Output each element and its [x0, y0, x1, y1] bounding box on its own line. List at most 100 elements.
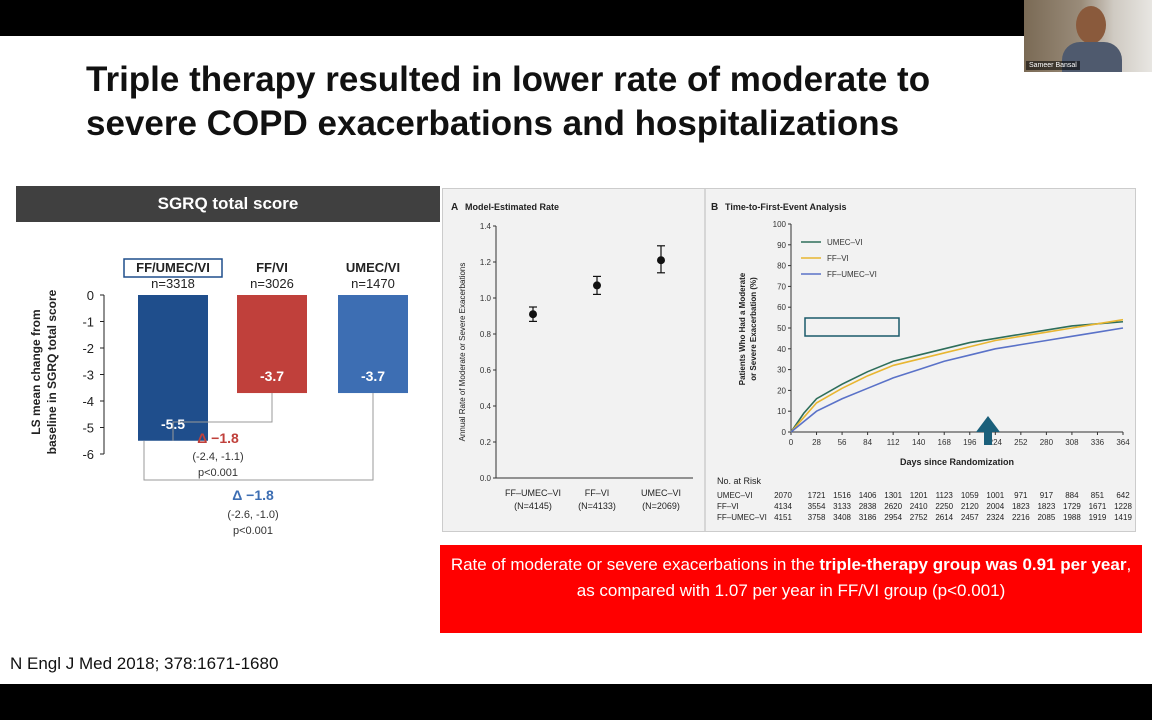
category-label: FF/VI [256, 260, 288, 275]
comparison-2-p: p<0.001 [233, 525, 273, 537]
panel-a-point-umecvi [657, 256, 665, 265]
panel-a-n-label: (N=4133) [578, 501, 616, 511]
risk-table-cell: 2838 [859, 502, 877, 511]
y-tick-label: -2 [82, 341, 94, 356]
participant-video[interactable]: Sameer Bansal [1024, 0, 1152, 72]
bottom-black-bar [0, 684, 1152, 720]
risk-table-cell: 2120 [961, 502, 979, 511]
risk-table-cell: 3554 [808, 502, 826, 511]
panel-b-legend-label: FF–UMEC–VI [827, 270, 877, 279]
comparison-bracket-2 [143, 393, 374, 481]
panel-b-legend-label: FF–VI [827, 254, 849, 263]
panel-b-label: B [711, 202, 718, 213]
panel-b-y-tick-label: 50 [777, 324, 786, 333]
panel-b-title: Time-to-First-Event Analysis [725, 202, 847, 212]
risk-table-cell: 1406 [859, 491, 877, 500]
risk-table-cell: 1301 [884, 491, 902, 500]
y-axis-label-line2: baseline in SGRQ total score [45, 289, 59, 454]
risk-table-header: No. at Risk [717, 476, 762, 486]
slide-title: Triple therapy resulted in lower rate of… [86, 60, 931, 143]
category-label: UMEC/VI [346, 260, 400, 275]
risk-table-cell: 2954 [884, 513, 902, 522]
risk-table-row-label: FF–VI [717, 502, 739, 511]
panel-a-y-tick-label: 1.2 [480, 258, 492, 267]
panel-b-x-tick-label: 224 [989, 438, 1003, 447]
bar-ffumecvi [138, 295, 208, 441]
highlight-box [123, 258, 223, 278]
panel-a-n-label: (N=2069) [642, 501, 680, 511]
risk-table-cell: 971 [1014, 491, 1028, 500]
panel-a-label: A [451, 202, 458, 213]
risk-table-cell: 1123 [936, 491, 954, 500]
risk-table-cell: 2752 [910, 513, 928, 522]
risk-table-cell: 2250 [935, 502, 953, 511]
panel-a-y-axis-label: Annual Rate of Moderate or Severe Exacer… [458, 263, 467, 442]
y-tick-label: -5 [82, 421, 94, 436]
panel-b-y-tick-label: 10 [777, 407, 786, 416]
sgrq-chart-plot: 0 -1 -2 -3 -4 -5 -6 LS mean change from baseline… [29, 258, 408, 537]
risk-table-cell: 884 [1065, 491, 1079, 500]
risk-table-cell: 1988 [1063, 513, 1081, 522]
panel-b-x-tick-label: 112 [887, 438, 900, 447]
panel-b-legend-label: UMEC–VI [827, 238, 863, 247]
exacerbation-figure-plot: A Model-Estimated Rate 0.0 0.2 0.4 0.6 0.8 1.0 1… [443, 189, 1135, 531]
panel-b-y-tick-label: 90 [777, 241, 786, 250]
comparison-2-delta: Δ −1.8 [232, 487, 274, 503]
risk-table-cell: 4134 [774, 502, 792, 511]
panel-b-series-line-umecvi [790, 320, 1124, 433]
risk-table-row-label: UMEC–VI [717, 491, 753, 500]
panel-b-y-tick-label: 30 [777, 366, 786, 375]
panel-a-y-tick-label: 0.6 [480, 366, 492, 375]
panel-a-title: Model-Estimated Rate [465, 202, 559, 212]
panel-b-x-tick-label: 140 [912, 438, 926, 447]
risk-table-cell: 1059 [961, 491, 979, 500]
n-label: n=3318 [151, 276, 195, 291]
citation: N Engl J Med 2018; 378:1671-1680 [10, 654, 279, 673]
panel-a-n-label: (N=4145) [514, 501, 552, 511]
sgrq-chart-title: SGRQ total score [16, 186, 440, 222]
panel-a-point-ffumecvi [529, 310, 537, 319]
panel-b-x-tick-label: 336 [1091, 438, 1105, 447]
risk-table-cell: 1721 [808, 491, 826, 500]
panel-b-x-tick-label: 0 [789, 438, 794, 447]
panel-b-y-axis-label-2: or Severe Exacerbation (%) [749, 277, 758, 381]
panel-b-y-axis-label-1: Patients Who Had a Moderate [738, 272, 747, 385]
risk-table-cell: 1671 [1089, 502, 1107, 511]
panel-b-x-tick-label: 28 [812, 438, 821, 447]
panel-b-x-tick-label: 280 [1040, 438, 1054, 447]
panel-a-y-tick-label: 0.4 [480, 402, 492, 411]
risk-table-cell: 851 [1091, 491, 1105, 500]
risk-table-cell: 2614 [935, 513, 953, 522]
panel-a-category-label: FF–VI [585, 488, 610, 498]
panel-b-y-tick-label: 20 [777, 386, 786, 395]
result-callout: Rate of moderate or severe exacerbations… [440, 545, 1142, 633]
category-label: FF/UMEC/VI [136, 260, 210, 275]
comparison-1-delta: Δ −1.8 [197, 430, 239, 446]
panel-a-y-tick-label: 0.2 [480, 438, 492, 447]
callout-text-2: , as compared with 1.07 per year in FF/V… [576, 555, 1132, 600]
panel-b-x-axis-label: Days since Randomization [900, 457, 1014, 467]
risk-table-cell: 1201 [910, 491, 928, 500]
risk-table-cell: 2070 [774, 491, 792, 500]
panel-a-category-label: FF–UMEC–VI [505, 488, 561, 498]
panel-b-x-tick-label: 196 [963, 438, 977, 447]
panel-a-point-ffvi [593, 281, 601, 290]
risk-table-cell: 917 [1040, 491, 1054, 500]
comparison-bracket-1 [172, 393, 273, 441]
callout-text-bold: triple-therapy group was 0.91 per year [819, 555, 1127, 574]
panel-b-y-tick-label: 0 [782, 428, 787, 437]
risk-table-cell: 3186 [859, 513, 877, 522]
panel-a-y-tick-label: 1.4 [480, 222, 492, 231]
callout-text-1: Rate of moderate or severe exacerbations… [450, 555, 820, 574]
risk-table-cell: 2324 [986, 513, 1004, 522]
panel-b-y-tick-label: 80 [777, 262, 786, 271]
risk-table-cell: 2216 [1012, 513, 1030, 522]
risk-table-cell: 1228 [1114, 502, 1132, 511]
panel-b-x-tick-label: 308 [1065, 438, 1079, 447]
panel-b-y-tick-label: 70 [777, 282, 786, 291]
risk-table-cell: 4151 [774, 513, 792, 522]
panel-a-y-tick-label: 1.0 [480, 294, 492, 303]
panel-b-y-tick-label: 60 [777, 303, 786, 312]
y-tick-label: -6 [82, 447, 94, 462]
risk-table-cell: 642 [1116, 491, 1130, 500]
